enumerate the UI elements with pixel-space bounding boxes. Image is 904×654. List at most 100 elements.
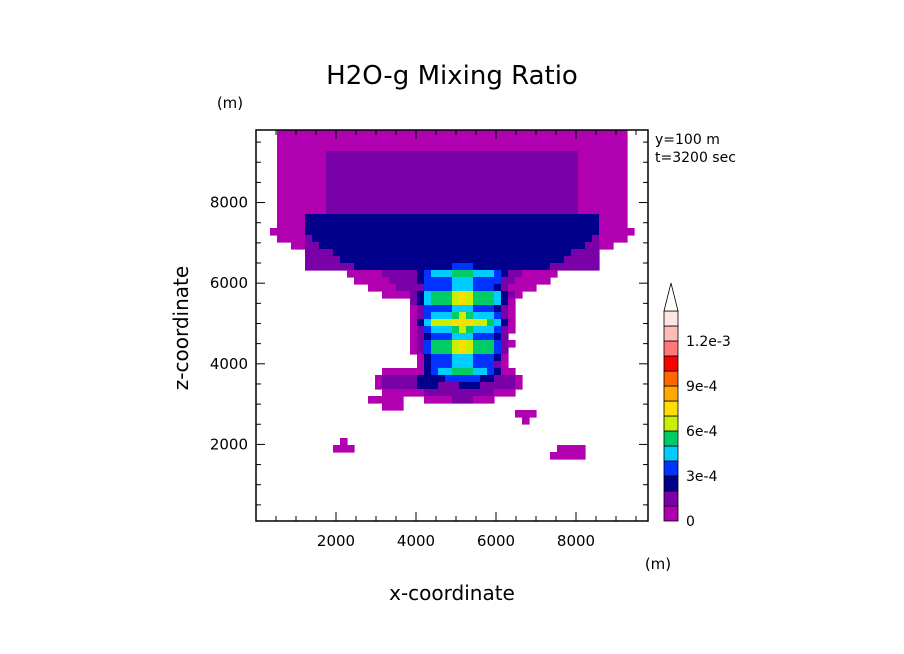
- contour-cell: [487, 242, 495, 250]
- contour-cell: [487, 354, 495, 362]
- contour-cell: [564, 228, 572, 236]
- contour-cell: [529, 130, 537, 138]
- contour-cell: [382, 179, 390, 187]
- contour-cell: [543, 256, 551, 264]
- contour-cell: [599, 130, 607, 138]
- contour-cell: [613, 179, 621, 187]
- contour-cell: [487, 179, 495, 187]
- contour-cell: [277, 158, 285, 166]
- contour-cell: [522, 179, 530, 187]
- contour-cell: [417, 249, 425, 257]
- contour-cell: [466, 214, 474, 222]
- contour-cell: [592, 137, 600, 145]
- contour-cell: [564, 172, 572, 180]
- contour-cell: [627, 228, 635, 236]
- contour-cell: [480, 319, 488, 327]
- contour-cell: [508, 214, 516, 222]
- contour-cell: [403, 235, 411, 243]
- contour-cell: [452, 256, 460, 264]
- contour-cell: [333, 445, 341, 453]
- contour-cell: [466, 130, 474, 138]
- contour-cell: [508, 284, 516, 292]
- contour-cell: [529, 221, 537, 229]
- contour-cell: [277, 165, 285, 173]
- contour-cell: [424, 284, 432, 292]
- contour-cell: [417, 256, 425, 264]
- contour-cell: [305, 158, 313, 166]
- contour-cell: [501, 179, 509, 187]
- contour-cell: [543, 228, 551, 236]
- contour-cell: [403, 242, 411, 250]
- contour-cell: [410, 144, 418, 152]
- contour-cell: [438, 319, 446, 327]
- contour-cell: [459, 382, 467, 390]
- contour-cell: [494, 354, 502, 362]
- contour-cell: [438, 291, 446, 299]
- contour-cell: [515, 284, 523, 292]
- contour-cell: [508, 312, 516, 320]
- contour-cell: [508, 130, 516, 138]
- contour-cell: [592, 172, 600, 180]
- contour-cell: [466, 242, 474, 250]
- contour-cell: [382, 277, 390, 285]
- contour-cell: [445, 333, 453, 341]
- contour-cell: [459, 249, 467, 257]
- contour-cell: [291, 172, 299, 180]
- contour-cell: [396, 382, 404, 390]
- contour-cell: [417, 389, 425, 397]
- chart-title: H2O-g Mixing Ratio: [326, 61, 578, 91]
- contour-cell: [312, 186, 320, 194]
- contour-cell: [452, 165, 460, 173]
- colorbar-box: [663, 490, 679, 507]
- contour-cell: [557, 228, 565, 236]
- contour-cell: [620, 144, 628, 152]
- contour-cell: [515, 228, 523, 236]
- contour-cell: [340, 242, 348, 250]
- contour-cell: [333, 137, 341, 145]
- contour-cell: [417, 207, 425, 215]
- contour-cell: [522, 284, 530, 292]
- contour-cell: [354, 221, 362, 229]
- contour-cell: [592, 221, 600, 229]
- contour-cell: [494, 361, 502, 369]
- contour-cell: [445, 137, 453, 145]
- contour-cell: [361, 221, 369, 229]
- contour-cell: [368, 158, 376, 166]
- contour-cell: [606, 221, 614, 229]
- contour-cell: [592, 200, 600, 208]
- contour-cell: [375, 396, 383, 404]
- contour-cell: [340, 193, 348, 201]
- contour-cell: [417, 165, 425, 173]
- contour-cell: [452, 151, 460, 159]
- contour-cell: [312, 179, 320, 187]
- contour-cell: [557, 249, 565, 257]
- contour-cell: [550, 221, 558, 229]
- contour-cell: [508, 172, 516, 180]
- contour-cell: [578, 151, 586, 159]
- contour-cell: [487, 319, 495, 327]
- contour-cell: [529, 263, 537, 271]
- contour-cell: [571, 256, 579, 264]
- contour-cell: [438, 361, 446, 369]
- contour-cell: [620, 221, 628, 229]
- contour-cell: [410, 256, 418, 264]
- contour-cell: [459, 242, 467, 250]
- contour-cell: [564, 214, 572, 222]
- contour-cell: [410, 242, 418, 250]
- contour-cell: [515, 221, 523, 229]
- contour-cell: [424, 396, 432, 404]
- contour-cell: [599, 144, 607, 152]
- contour-cell: [389, 256, 397, 264]
- contour-cell: [452, 284, 460, 292]
- contour-cell: [375, 375, 383, 383]
- contour-cell: [431, 291, 439, 299]
- contour-cell: [438, 179, 446, 187]
- contour-cell: [298, 200, 306, 208]
- contour-cell: [305, 186, 313, 194]
- contour-cell: [424, 354, 432, 362]
- contour-cell: [410, 319, 418, 327]
- contour-cell: [473, 242, 481, 250]
- contour-cell: [326, 200, 334, 208]
- contour-cell: [326, 137, 334, 145]
- contour-cell: [452, 361, 460, 369]
